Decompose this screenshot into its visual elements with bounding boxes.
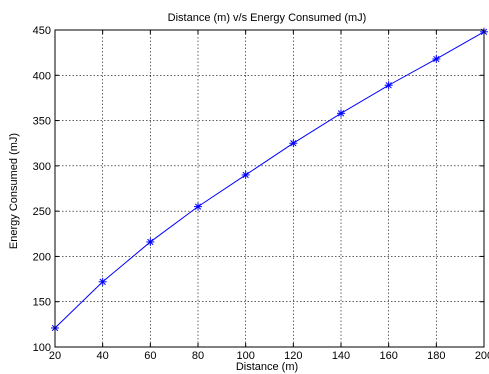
data-point-marker [432,54,441,63]
x-tick-label: 180 [427,350,445,362]
x-tick-label: 40 [97,350,109,362]
x-tick-label: 80 [192,350,204,362]
series-line [54,31,485,329]
y-tick-label: 300 [33,161,51,173]
data-point-marker [98,277,107,286]
y-tick-label: 350 [33,116,51,128]
x-tick-label: 20 [49,350,61,362]
y-tick-label: 250 [33,206,51,218]
data-series [51,27,488,332]
data-point-marker [384,81,393,90]
data-point-marker [146,237,155,246]
axis-ticks: 20 40 60 80 100 120 140 160 180 200 100 150 200 250 30… [33,25,489,362]
y-tick-label: 200 [33,251,51,263]
x-tick-label: 60 [144,350,156,362]
x-tick-label: 100 [236,350,254,362]
y-tick-label: 450 [33,25,51,37]
grid [54,29,485,348]
y-tick-label: 150 [33,297,51,309]
chart-title: Distance (m) v/s Energy Consumed (mJ) [168,12,367,24]
y-tick-label: 400 [33,70,51,82]
y-axis-label: Energy Consumed (mJ) [8,133,20,249]
plot-area-frame [54,29,485,348]
data-point-marker [194,202,202,211]
x-tick-label: 140 [332,350,350,362]
data-point-marker [289,139,298,148]
y-tick-label: 100 [33,342,51,354]
x-tick-label: 200 [475,350,489,362]
data-point-marker [337,109,345,118]
x-axis-label: Distance (m) [236,361,298,373]
data-point-marker [241,170,250,179]
x-tick-label: 160 [379,350,397,362]
x-tick-label: 120 [284,350,302,362]
